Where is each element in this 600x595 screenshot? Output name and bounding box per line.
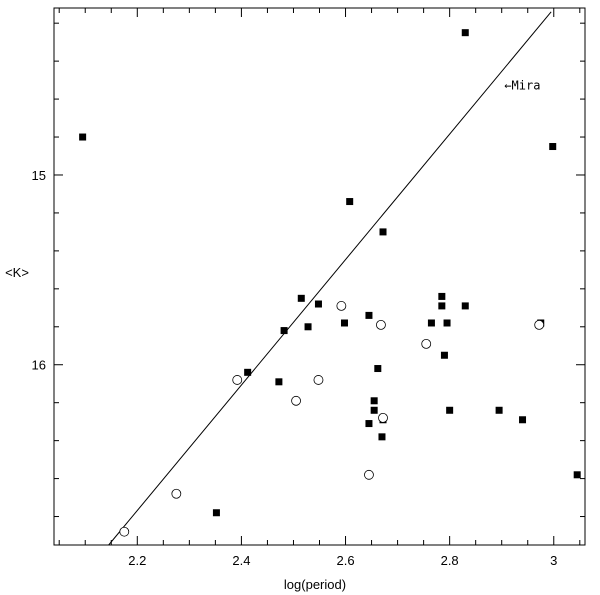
filled-square-point: [365, 311, 373, 319]
filled-square-point: [374, 365, 382, 373]
filled-square-point: [461, 302, 469, 310]
filled-square-point: [244, 368, 252, 376]
open-circle-point: [378, 412, 388, 423]
filled-square-point: [297, 294, 305, 302]
x-tick-label: 2.6: [336, 553, 354, 568]
filled-square-point: [446, 406, 454, 414]
open-circle-point: [171, 488, 182, 499]
filled-square-point: [275, 378, 283, 386]
y-tick-label: 16: [32, 358, 46, 373]
open-circle-point: [232, 375, 243, 385]
open-circle-point: [534, 319, 545, 330]
reference-line-group: [108, 11, 552, 546]
filled-square-point: [280, 327, 288, 335]
open-circle-point: [364, 469, 374, 480]
open-circle-point: [291, 395, 301, 406]
open-circle-point: [313, 375, 324, 385]
filled-square-point: [212, 509, 220, 517]
filled-square-point: [495, 406, 503, 414]
filled-square-point: [370, 397, 378, 405]
filled-square-point: [340, 319, 348, 327]
open-circle-point: [421, 338, 432, 349]
axis-ticks: [54, 8, 585, 545]
filled-square-point: [438, 302, 446, 310]
open-circle-point: [119, 526, 130, 537]
filled-square-point: [519, 416, 527, 424]
y-tick-label: 15: [32, 168, 46, 183]
filled-square-point: [378, 433, 386, 441]
x-tick-label: 3: [550, 553, 557, 568]
open-circle-point: [376, 319, 386, 330]
filled-square-point: [440, 351, 448, 359]
mira-reference-line: [108, 11, 552, 546]
filled-square-point: [370, 406, 378, 414]
filled-square-point: [79, 133, 87, 141]
filled-square-point: [461, 29, 469, 37]
filled-square-point: [573, 471, 581, 479]
data-points: [79, 29, 581, 537]
open-circle-point: [336, 301, 347, 311]
mira-annotation: ←Mira: [504, 79, 540, 93]
filled-square-point: [549, 143, 557, 151]
annotations: ←Mira: [504, 79, 540, 93]
filled-square-point: [438, 292, 446, 300]
y-axis-title: <K>: [5, 265, 29, 280]
x-tick-label: 2.8: [441, 553, 459, 568]
filled-square-point: [346, 198, 354, 206]
x-tick-label: 2.2: [128, 553, 146, 568]
filled-square-point: [379, 228, 387, 236]
filled-square-point: [365, 420, 373, 428]
filled-square-point: [427, 319, 435, 327]
filled-square-point: [304, 323, 312, 331]
x-tick-label: 2.4: [232, 553, 250, 568]
filled-square-point: [443, 319, 451, 327]
x-axis-title: log(period): [284, 577, 346, 592]
filled-square-point: [314, 300, 322, 308]
axis-tick-labels: 2.2 2.4 2.6 2.8 3 15 16: [32, 168, 558, 568]
